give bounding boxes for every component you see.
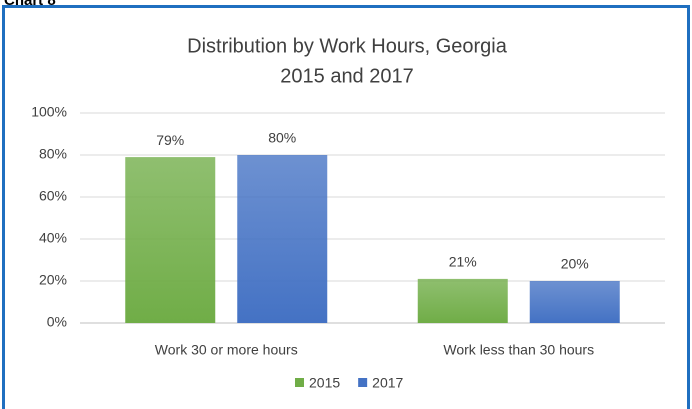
bar <box>237 155 328 323</box>
chart-title: Distribution by Work Hours, Georgia <box>187 35 508 57</box>
y-tick-label: 20% <box>39 272 67 288</box>
legend-swatch <box>358 378 368 387</box>
bar <box>417 278 508 323</box>
y-tick-label: 80% <box>39 146 67 162</box>
x-tick-label: Work 30 or more hours <box>155 342 298 358</box>
legend-label: 2017 <box>372 375 403 391</box>
legend-label: 2015 <box>309 375 340 391</box>
data-label: 80% <box>268 130 296 146</box>
bar <box>125 157 216 323</box>
x-tick-label: Work less than 30 hours <box>443 342 594 358</box>
data-label: 79% <box>156 132 184 148</box>
bar <box>529 281 620 323</box>
y-tick-label: 60% <box>39 188 67 204</box>
chart-frame <box>2 5 690 409</box>
chart-caption: Chart 8 <box>4 0 56 9</box>
legend-swatch <box>295 378 304 387</box>
y-tick-label: 40% <box>39 230 67 246</box>
chart-subtitle: 2015 and 2017 <box>280 65 413 87</box>
data-label: 20% <box>561 256 589 272</box>
y-tick-label: 0% <box>47 314 67 330</box>
data-label: 21% <box>449 254 477 270</box>
y-tick-label: 100% <box>31 104 67 120</box>
